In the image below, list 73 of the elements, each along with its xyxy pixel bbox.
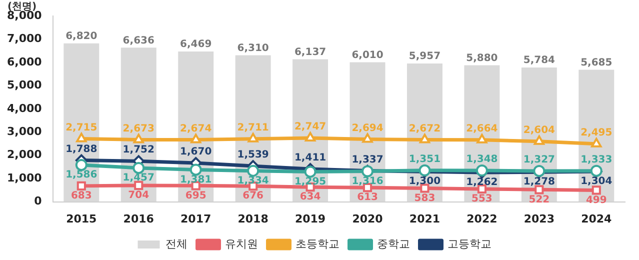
data-label: 6,820 (66, 31, 98, 42)
data-label: 2,604 (523, 124, 556, 136)
data-label: 1,316 (352, 176, 384, 187)
x-tick-label: 2019 (294, 212, 326, 226)
data-label: 1,337 (352, 154, 384, 166)
data-label: 553 (472, 194, 492, 205)
data-label: 1,752 (122, 144, 154, 156)
x-tick-label: 2023 (524, 212, 554, 226)
data-label: 5,685 (580, 57, 612, 68)
data-label: 1,334 (237, 175, 269, 186)
data-label: 583 (414, 192, 436, 204)
data-label: 499 (586, 194, 607, 206)
data-label: 1,670 (180, 146, 212, 158)
x-tick-label: 2022 (466, 212, 498, 226)
data-label: 2,711 (237, 122, 269, 134)
data-label: 1,457 (122, 172, 154, 184)
data-label: 522 (528, 194, 550, 206)
y-tick-label: 0 (34, 194, 42, 208)
x-tick-label: 2021 (409, 212, 440, 226)
data-label: 634 (300, 192, 321, 203)
data-label: 5,880 (466, 52, 498, 64)
y-tick-label: 4,000 (6, 102, 42, 115)
data-label: 1,262 (466, 177, 498, 188)
data-label: 1,351 (408, 154, 441, 166)
data-label: 1,295 (294, 176, 326, 188)
data-label: 2,664 (466, 124, 498, 135)
data-label: 1,300 (408, 176, 441, 188)
data-label: 5,957 (408, 51, 441, 62)
legend-label: 유치원 (224, 237, 258, 250)
data-label: 2,674 (180, 123, 212, 134)
data-label: 2,673 (122, 123, 154, 134)
data-label: 1,539 (237, 150, 269, 161)
data-label: 1,278 (523, 176, 556, 188)
data-label: 695 (185, 190, 206, 202)
x-tick-label: 2020 (352, 212, 384, 226)
data-label: 2,747 (294, 122, 326, 133)
data-label: 6,310 (237, 42, 269, 54)
data-label: 1,586 (66, 170, 98, 181)
x-tick-label: 2016 (123, 212, 154, 226)
data-label: 704 (128, 190, 150, 202)
legend-label: 전체 (165, 237, 188, 250)
x-tick-label: 2024 (581, 212, 612, 226)
data-label: 6,636 (122, 35, 154, 46)
data-label: 1,411 (294, 152, 326, 164)
y-tick-label: 6,000 (6, 55, 42, 68)
legend-label: 중학교 (376, 237, 410, 250)
x-tick-label: 2015 (66, 212, 97, 226)
y-tick-label: 5,000 (6, 78, 42, 92)
data-label: 683 (70, 190, 92, 202)
legend-label: 고등학교 (447, 237, 492, 250)
data-label: 1,333 (580, 154, 612, 166)
y-tick-label: 1,000 (6, 171, 42, 184)
x-tick-label: 2017 (180, 212, 212, 226)
data-label: 1,348 (466, 154, 498, 166)
data-label: 1,381 (180, 174, 212, 186)
x-tick-label: 2018 (238, 212, 268, 226)
data-label: 676 (242, 190, 264, 202)
data-label: 2,495 (580, 127, 612, 138)
data-label: 6,010 (352, 50, 384, 61)
data-label: 6,137 (294, 46, 326, 58)
data-label: 1,788 (66, 144, 98, 155)
data-label: 2,694 (352, 122, 384, 134)
data-label: 2,715 (66, 122, 98, 134)
data-label: 6,469 (180, 39, 212, 50)
y-tick-label: 2,000 (6, 148, 42, 162)
data-label: 2,672 (408, 123, 441, 134)
data-label: 5,784 (523, 55, 556, 66)
legend-label: 초등학교 (295, 237, 340, 250)
y-tick-label: 7,000 (6, 32, 42, 46)
y-tick-label: 3,000 (6, 124, 42, 138)
data-label: 1,327 (523, 154, 556, 166)
data-label: 1,304 (580, 176, 612, 188)
data-label: 613 (357, 192, 378, 204)
